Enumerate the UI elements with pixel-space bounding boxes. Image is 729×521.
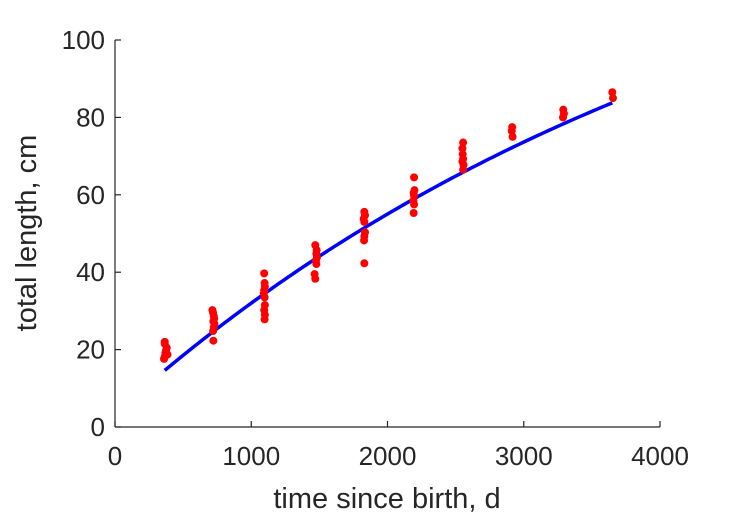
x-tick-label: 1000	[222, 441, 280, 471]
data-point	[410, 173, 419, 182]
data-points-layer	[160, 88, 617, 363]
y-tick-label: 0	[91, 412, 105, 442]
ticks-layer: 0 1000 2000 3000 4000 0 20 40 60 80 100	[62, 25, 689, 471]
y-tick-label: 60	[76, 180, 105, 210]
fit-curve-line	[163, 101, 613, 372]
fit-curve-layer	[163, 101, 613, 372]
data-point	[160, 354, 169, 363]
x-tick-label: 0	[108, 441, 122, 471]
y-tick-label: 100	[62, 25, 105, 55]
y-axis-label: total length, cm	[11, 135, 43, 332]
data-point	[458, 144, 467, 153]
data-point	[608, 88, 617, 97]
data-point	[260, 293, 269, 302]
data-point	[360, 259, 369, 268]
data-point	[410, 200, 419, 209]
data-point	[459, 165, 468, 174]
data-point	[312, 260, 321, 269]
data-point	[311, 274, 320, 283]
data-point	[608, 94, 617, 103]
data-point	[360, 236, 369, 245]
data-point	[260, 269, 269, 278]
data-point	[409, 208, 418, 217]
y-tick-label: 80	[76, 102, 105, 132]
x-tick-label: 3000	[495, 441, 553, 471]
data-point	[209, 336, 218, 345]
x-axis-label: time since birth, d	[273, 483, 500, 515]
data-point	[558, 113, 567, 122]
data-point	[508, 132, 517, 141]
data-point	[260, 315, 269, 324]
y-tick-label: 40	[76, 257, 105, 287]
data-point	[209, 327, 218, 336]
x-tick-label: 2000	[359, 441, 417, 471]
x-tick-label: 4000	[631, 441, 689, 471]
data-point	[360, 217, 369, 226]
y-tick-label: 20	[76, 335, 105, 365]
data-point	[459, 138, 468, 147]
